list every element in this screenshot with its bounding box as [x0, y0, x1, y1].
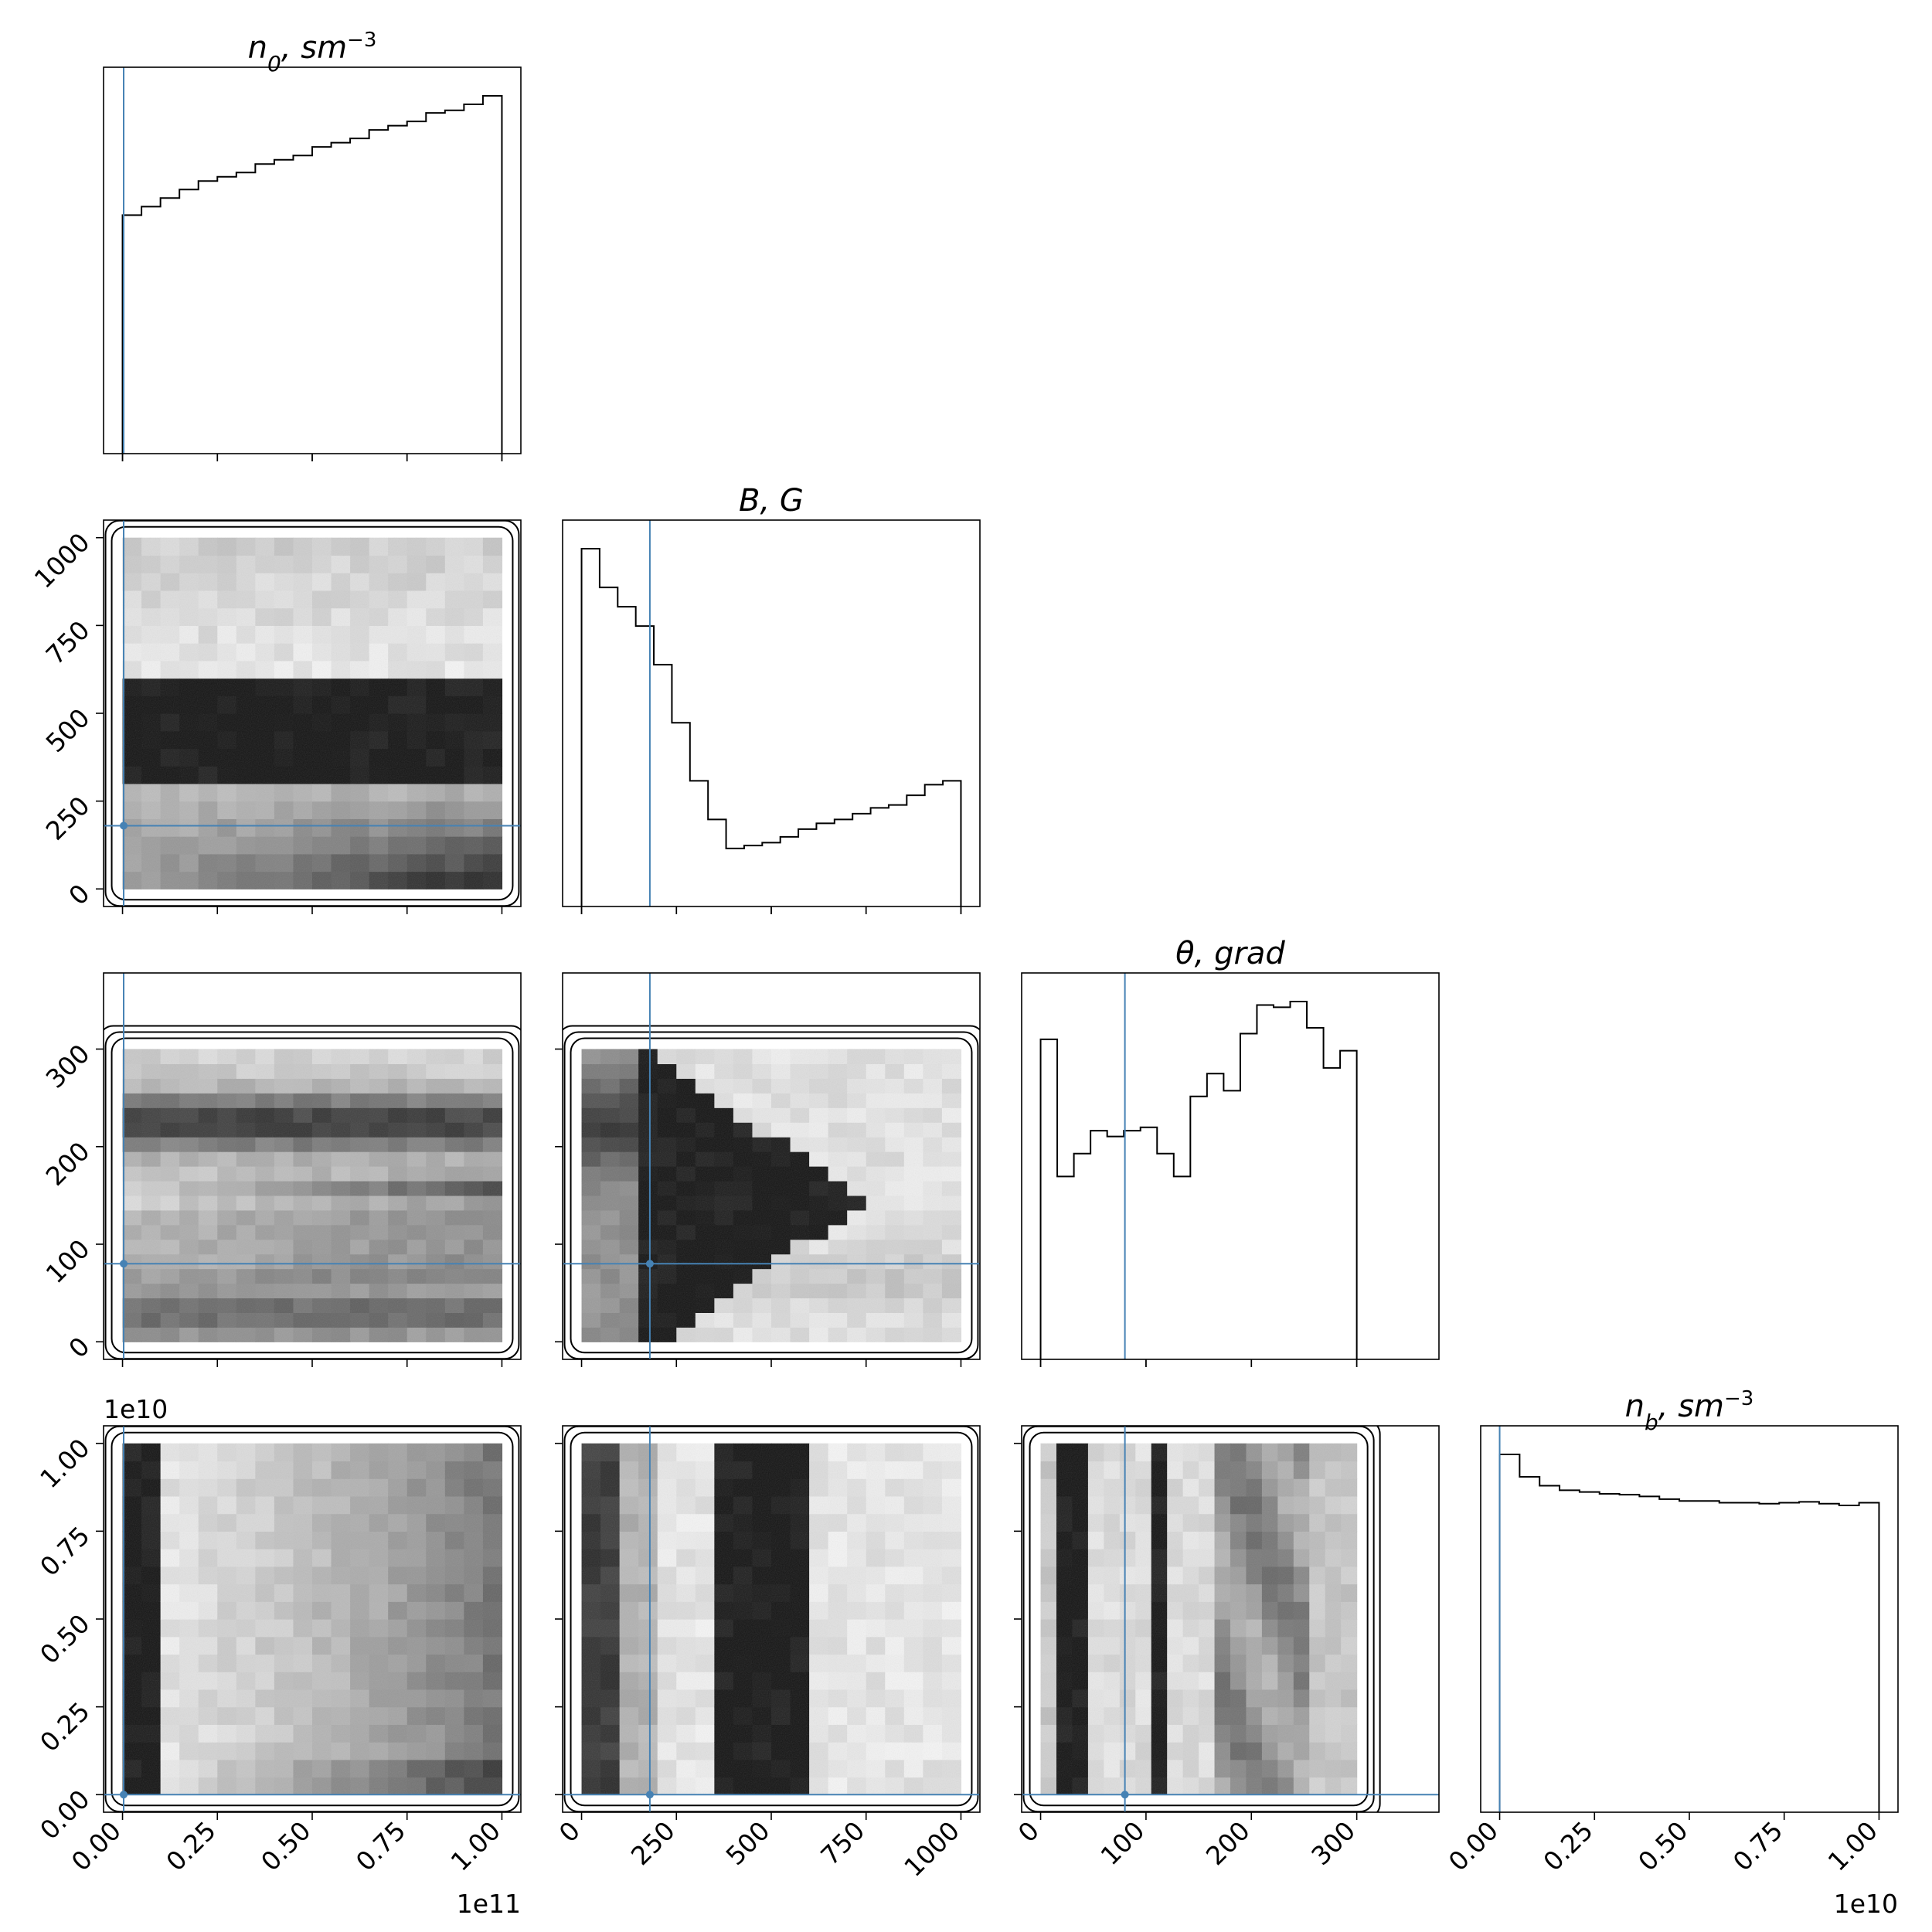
axes-frame: [1021, 972, 1440, 1360]
contour-level: [570, 1431, 973, 1807]
y-tick-label: 0.50: [34, 1608, 96, 1670]
x-tick-label: 100: [1094, 1815, 1150, 1871]
histogram-nb: nb, sm−3 0.00 0.25 0.50 0.75 1.00 1e10: [1443, 1387, 1899, 1919]
axes-frame: [562, 519, 981, 907]
histogram-n0: n0, sm−3: [103, 29, 522, 461]
density-grid: [563, 1426, 979, 1812]
truth-point: [645, 1791, 654, 1799]
truth-point: [120, 1260, 128, 1268]
sample-grain: [1040, 1443, 1357, 1795]
hist-n0-ticks: [121, 454, 1358, 1367]
contour-level: [111, 1431, 514, 1807]
x-offset-label: 1e11: [457, 1889, 521, 1919]
density-grid: [104, 1426, 520, 1812]
sample-grain: [122, 537, 502, 889]
x-tick-label: 250: [625, 1815, 681, 1871]
density-grid: [104, 520, 520, 906]
sample-grain: [122, 1049, 502, 1342]
joint-theta-nb: 0 100 200 300: [1012, 1425, 1440, 1871]
y-tick-label: 1.00: [34, 1433, 96, 1495]
x-tick-label: 200: [1200, 1815, 1256, 1871]
x-tick-label: 300: [1305, 1815, 1361, 1871]
histogram-step: [1039, 1001, 1358, 1359]
histogram-step: [580, 548, 962, 906]
histogram-step: [121, 95, 503, 454]
axes-frame: [1480, 1425, 1899, 1813]
histogram-theta: θ, grad: [1021, 936, 1440, 1367]
contour-level: [1029, 1431, 1369, 1807]
axes-frame: [103, 66, 522, 454]
truth-point: [1121, 1791, 1129, 1799]
panel-title: B, G: [739, 483, 804, 519]
y-tick-label: 200: [40, 1136, 96, 1192]
y-tick-label: 1000: [29, 527, 96, 594]
joint-n0-theta: 0 100 200 300: [40, 972, 522, 1367]
x-tick-label: 0.75: [1727, 1815, 1789, 1877]
y-tick-label: 0.25: [34, 1696, 96, 1758]
x-tick-label: 1000: [898, 1815, 965, 1883]
panel-title: θ, grad: [1175, 936, 1285, 971]
y-tick-label: 0.75: [34, 1520, 96, 1582]
y-tick-label: 750: [40, 614, 96, 670]
truth-point: [120, 1791, 128, 1799]
joint-n0-B: 0 250 500 750 1000: [29, 519, 522, 914]
x-tick-label: 0: [553, 1815, 586, 1848]
contour-level: [111, 526, 514, 901]
y-tick-label: 0: [63, 1331, 95, 1363]
density-grid: [563, 1025, 980, 1359]
contour-level: [1376, 1426, 1381, 1812]
x-tick-label: 750: [815, 1815, 870, 1871]
contour-level: [563, 1025, 980, 1032]
truth-point: [120, 821, 128, 830]
x-tick-label: 0.50: [1632, 1815, 1694, 1877]
contour-level: [570, 1037, 973, 1354]
sample-grain: [122, 1443, 502, 1795]
x-tick-label: 0.25: [1537, 1815, 1599, 1877]
x-tick-label: 0: [1012, 1815, 1045, 1848]
x-tick-label: 500: [720, 1815, 776, 1871]
contour-level: [111, 1037, 514, 1354]
y-tick-label: 250: [40, 791, 96, 846]
sample-grain: [581, 1049, 961, 1342]
sample-grain: [581, 1443, 961, 1795]
panel-title: nb, sm−3: [1625, 1387, 1754, 1435]
x-tick-label: 1.00: [445, 1815, 507, 1877]
truth-point: [645, 1260, 654, 1268]
y-offset-label: 1e10: [104, 1394, 168, 1424]
x-tick-label: 0.00: [1443, 1815, 1505, 1877]
joint-B-nb: 0 250 500 750 1000: [553, 1425, 981, 1883]
y-tick-label: 500: [40, 702, 96, 758]
density-grid: [104, 1025, 521, 1359]
panel-title: n0, sm−3: [248, 29, 377, 77]
histogram-step: [1498, 1454, 1880, 1812]
x-tick-label: 0.25: [160, 1815, 222, 1877]
x-tick-label: 0.75: [350, 1815, 412, 1877]
x-tick-label: 0.50: [255, 1815, 317, 1877]
x-offset-label: 1e10: [1834, 1889, 1898, 1919]
y-tick-label: 100: [40, 1233, 96, 1289]
y-tick-label: 300: [40, 1039, 96, 1094]
x-tick-label: 1.00: [1822, 1815, 1884, 1877]
density-grid: [1022, 1426, 1381, 1812]
joint-B-theta: [555, 972, 981, 1367]
contour-level: [104, 1025, 521, 1032]
y-tick-label: 0: [63, 878, 95, 910]
joint-n0-nb: 0.00 0.25 0.50 0.75 1.001e110.000.250.500.75…: [34, 1394, 522, 1919]
histogram-B: B, G: [562, 483, 981, 914]
